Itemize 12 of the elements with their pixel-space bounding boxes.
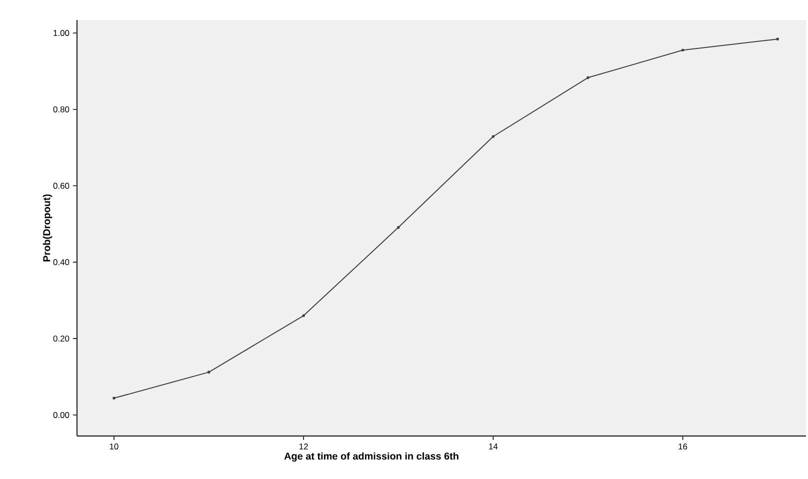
- y-tick-label: 0.00: [53, 412, 70, 418]
- x-tick-label: 16: [678, 444, 688, 450]
- y-tick-label: 0.80: [53, 106, 70, 112]
- y-tick-label: 1.00: [54, 30, 70, 36]
- x-tick-label: 12: [300, 444, 308, 450]
- y-tick-label: 0.20: [53, 336, 70, 342]
- y-axis-title: Prob(Dropout): [42, 194, 52, 262]
- x-tick-label: 10: [110, 444, 118, 450]
- x-axis-title: Age at time of admission in class 6th: [284, 452, 458, 462]
- y-tick-label: 0.60: [53, 182, 70, 189]
- x-tick-label: 14: [489, 444, 498, 450]
- y-tick-label: 0.40: [53, 259, 70, 266]
